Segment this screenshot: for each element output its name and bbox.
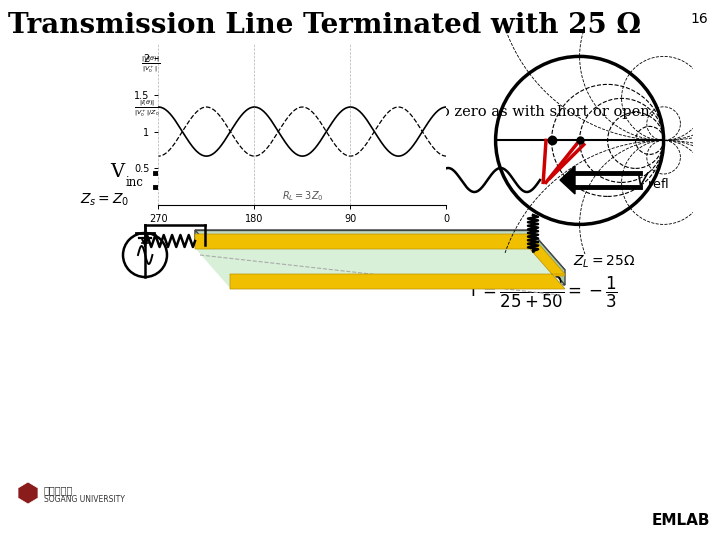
Text: 16: 16 — [690, 12, 708, 26]
Polygon shape — [195, 236, 565, 276]
Polygon shape — [18, 482, 38, 504]
Text: Transmission Line Terminated with 25 Ω: Transmission Line Terminated with 25 Ω — [8, 12, 641, 39]
Text: inc: inc — [126, 176, 144, 188]
Text: SOGANG UNIVERSITY: SOGANG UNIVERSITY — [44, 495, 125, 503]
Polygon shape — [195, 248, 565, 288]
Text: $\frac{|V(\theta)|}{|V_0^+|}$: $\frac{|V(\theta)|}{|V_0^+|}$ — [141, 54, 161, 75]
Text: V: V — [110, 163, 124, 181]
Text: $V_{\rm refl}$: $V_{\rm refl}$ — [635, 170, 669, 190]
Polygon shape — [530, 230, 565, 285]
Text: $\frac{|I(\theta)|}{|V_0^+|/Z_0}$: $\frac{|I(\theta)|}{|V_0^+|/Z_0}$ — [135, 98, 161, 119]
Polygon shape — [195, 230, 565, 270]
Text: 서강대학교: 서강대학교 — [44, 485, 73, 495]
Polygon shape — [195, 234, 565, 289]
Polygon shape — [560, 166, 575, 194]
Polygon shape — [220, 166, 235, 194]
Text: EMLAB: EMLAB — [652, 513, 710, 528]
Text: $\Gamma = \dfrac{25-50}{25+50} = -\dfrac{1}{3}$: $\Gamma = \dfrac{25-50}{25+50} = -\dfrac… — [470, 275, 618, 310]
Polygon shape — [195, 235, 565, 275]
Text: $Z_L = 25\Omega$: $Z_L = 25\Omega$ — [573, 254, 636, 270]
Polygon shape — [195, 230, 530, 245]
Text: $R_L = 3Z_0$: $R_L = 3Z_0$ — [282, 190, 323, 203]
Text: $Z_s = Z_0$: $Z_s = Z_0$ — [80, 192, 130, 208]
Polygon shape — [195, 245, 565, 285]
Polygon shape — [195, 230, 230, 285]
Text: Standing wave pattern does not go to zero as with short or open.: Standing wave pattern does not go to zer… — [170, 105, 654, 119]
